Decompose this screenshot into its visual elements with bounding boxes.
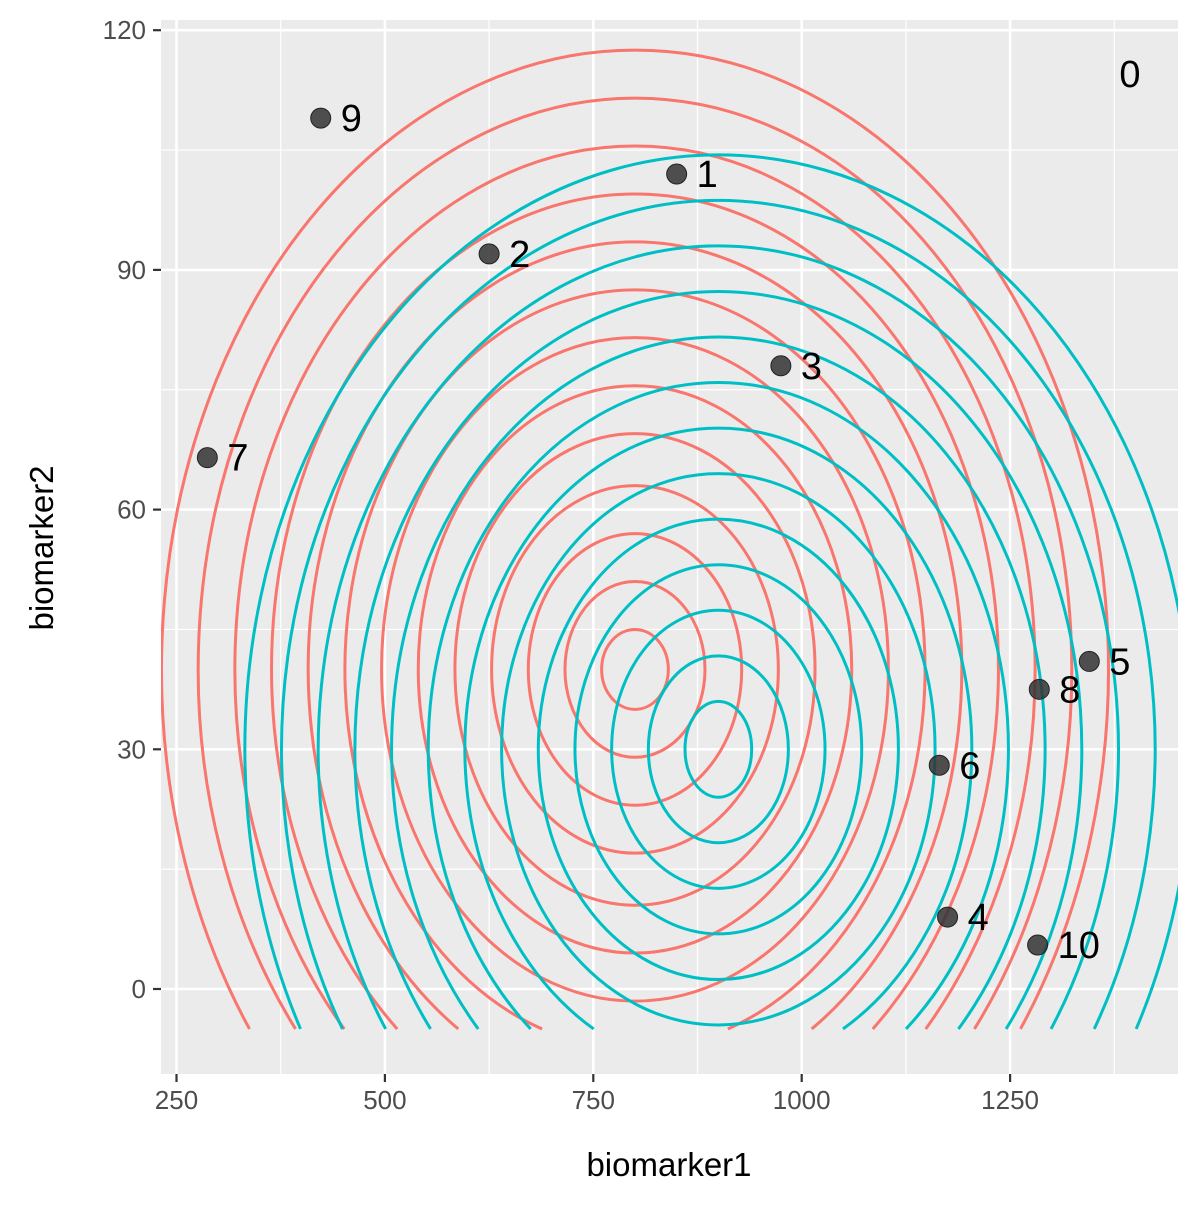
data-point-10: [1027, 934, 1049, 956]
contour-line-group1-level11: [280, 198, 1157, 1030]
data-point-3: [770, 355, 792, 377]
y-tick-label: 90: [117, 255, 146, 285]
contour-line-group1-level5: [500, 472, 937, 1027]
data-point-1: [666, 163, 688, 185]
contour-line-group1-level1: [646, 654, 790, 845]
contour-line-group0-level8: [306, 240, 964, 1031]
point-label-9: 9: [341, 98, 362, 140]
x-tick-label: 750: [572, 1085, 615, 1115]
contour-line-group0-level2: [526, 532, 744, 807]
contour-line-group1-level2: [610, 608, 827, 890]
x-tick-label: 500: [363, 1085, 406, 1115]
data-point-6: [928, 754, 950, 776]
contour-line-group0-level5: [416, 384, 854, 955]
data-point-5: [1078, 650, 1100, 672]
y-tick-label: 0: [132, 974, 146, 1004]
data-point-7: [196, 447, 218, 469]
contour-line-group1-level0: [683, 699, 754, 799]
contour-line-group1-level7: [426, 381, 1010, 1030]
contour-line-group1-level4: [536, 517, 900, 981]
point-label-10: 10: [1058, 925, 1100, 967]
panel-tag: 0: [1119, 54, 1140, 96]
x-axis-title: biomarker1: [586, 1146, 751, 1183]
contour-line-group1-level12: [243, 153, 1178, 1030]
contour-line-group0-level3: [490, 484, 780, 855]
point-label-8: 8: [1059, 669, 1080, 711]
point-label-2: 2: [509, 234, 530, 276]
y-tick-label: 30: [117, 734, 146, 764]
point-label-6: 6: [959, 745, 980, 787]
contour-line-group1-level6: [463, 426, 974, 1031]
point-label-7: 7: [227, 438, 248, 480]
y-axis-title: biomarker2: [23, 465, 60, 630]
contour-line-group0-level9: [270, 192, 1000, 1030]
contour-line-group0-level7: [343, 288, 927, 1031]
data-point-4: [937, 906, 959, 928]
contour-line-group0-level12: [161, 48, 1110, 1030]
data-point-2: [478, 243, 500, 265]
contour-line-group0-level4: [453, 432, 817, 907]
x-tick-label: 1250: [981, 1085, 1039, 1115]
x-tick-label: 250: [155, 1085, 198, 1115]
axes: 250 500 750 1000 1250 0 30 60 90 120: [103, 15, 1039, 1115]
contour-line-group1-level8: [390, 335, 1047, 1030]
x-tick-label: 1000: [773, 1085, 831, 1115]
y-tick-label: 60: [117, 495, 146, 525]
data-point-8: [1028, 678, 1050, 700]
point-label-4: 4: [968, 897, 989, 939]
contour-line-group0-level1: [563, 579, 707, 760]
point-label-5: 5: [1109, 641, 1130, 683]
point-label-3: 3: [801, 346, 822, 388]
contour-lines: [161, 48, 1178, 1031]
contour-line-group1-level3: [573, 563, 864, 936]
data-points: 1 2 3 4 5 6 7 8 9 10: [196, 98, 1130, 967]
contour-line-group1-level9: [353, 290, 1084, 1030]
data-point-9: [310, 107, 332, 129]
y-tick-label: 120: [103, 15, 146, 45]
contour-line-group1-level10: [316, 244, 1120, 1030]
plot-panel: 1 2 3 4 5 6 7 8 9 10 0: [161, 20, 1178, 1074]
contour-line-group0-level10: [233, 144, 1037, 1030]
point-label-1: 1: [697, 154, 718, 196]
